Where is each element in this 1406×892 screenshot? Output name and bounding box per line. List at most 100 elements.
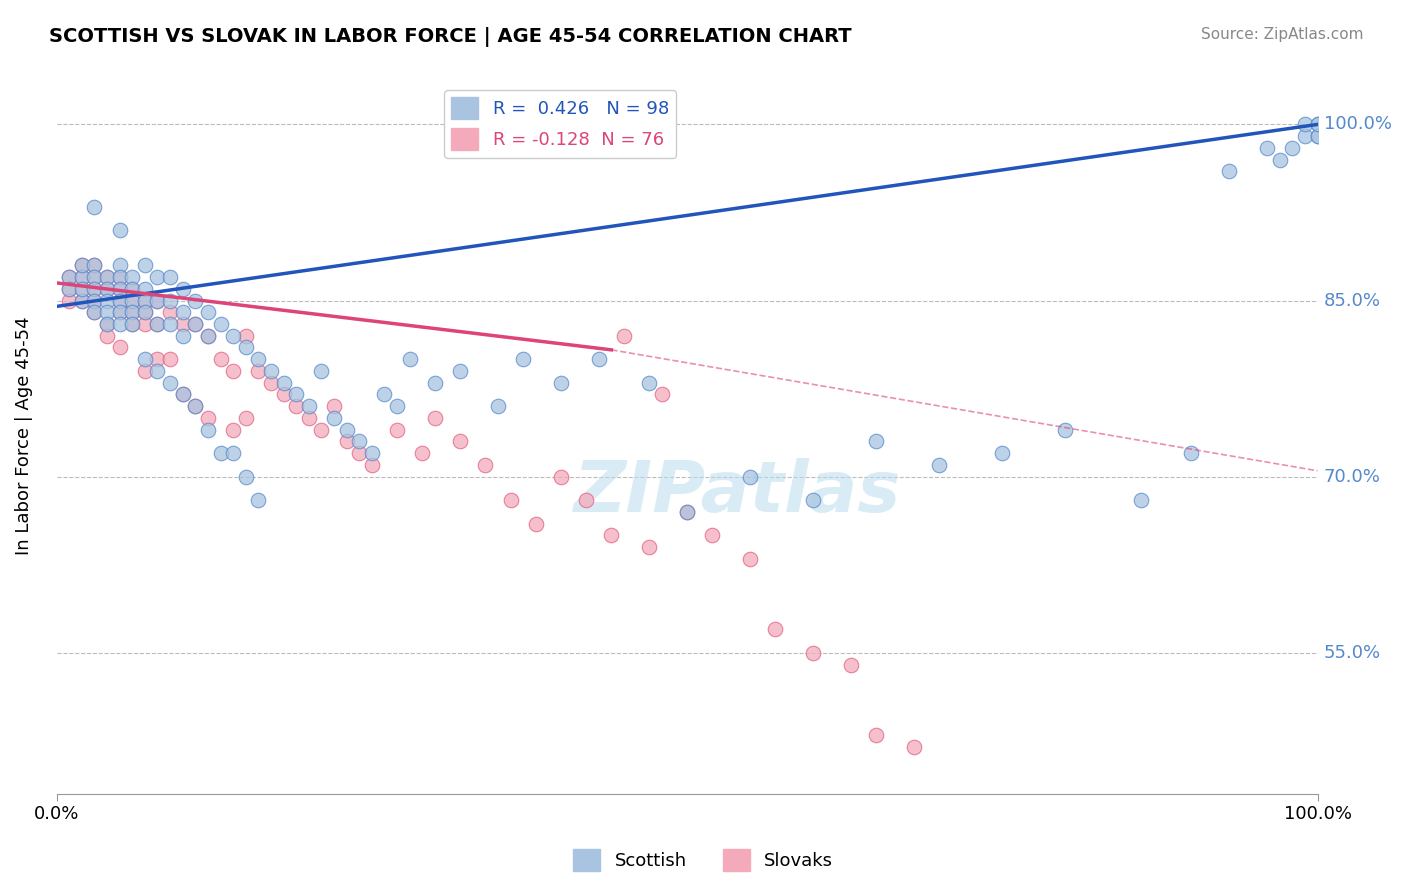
Point: [360, 458, 382, 472]
Point: [550, 469, 572, 483]
Point: [70, 293, 93, 308]
Point: [1054, 423, 1077, 437]
Point: [108, 258, 131, 272]
Point: [285, 399, 308, 413]
Point: [474, 458, 496, 472]
Point: [222, 446, 245, 460]
Point: [1306, 117, 1329, 131]
Point: [197, 328, 219, 343]
Point: [121, 293, 143, 308]
Point: [928, 458, 950, 472]
Point: [146, 293, 169, 308]
Point: [159, 317, 181, 331]
Point: [58, 270, 80, 285]
Point: [801, 646, 824, 660]
Point: [96, 270, 118, 285]
Point: [273, 387, 295, 401]
Point: [172, 317, 194, 331]
Point: [235, 469, 257, 483]
Point: [524, 516, 547, 531]
Point: [70, 270, 93, 285]
Point: [1294, 117, 1316, 131]
Point: [146, 352, 169, 367]
Point: [70, 293, 93, 308]
Point: [96, 293, 118, 308]
Y-axis label: In Labor Force | Age 45-54: In Labor Force | Age 45-54: [15, 317, 32, 555]
Point: [134, 305, 156, 319]
Text: 55.0%: 55.0%: [1324, 644, 1381, 662]
Point: [423, 411, 446, 425]
Point: [83, 305, 105, 319]
Point: [1294, 129, 1316, 144]
Point: [600, 528, 623, 542]
Point: [575, 493, 598, 508]
Point: [197, 305, 219, 319]
Point: [235, 411, 257, 425]
Point: [96, 328, 118, 343]
Point: [411, 446, 433, 460]
Point: [83, 200, 105, 214]
Point: [83, 293, 105, 308]
Point: [197, 328, 219, 343]
Point: [247, 364, 270, 378]
Point: [336, 423, 359, 437]
Point: [499, 493, 522, 508]
Point: [298, 411, 321, 425]
Point: [134, 364, 156, 378]
Point: [311, 364, 333, 378]
Point: [121, 282, 143, 296]
Point: [96, 317, 118, 331]
Point: [273, 376, 295, 390]
Point: [108, 293, 131, 308]
Point: [108, 305, 131, 319]
Point: [1130, 493, 1153, 508]
Point: [146, 293, 169, 308]
Point: [184, 399, 207, 413]
Point: [638, 376, 661, 390]
Point: [58, 293, 80, 308]
Point: [108, 317, 131, 331]
Point: [676, 505, 699, 519]
Point: [512, 352, 534, 367]
Point: [121, 282, 143, 296]
Point: [197, 423, 219, 437]
Point: [159, 376, 181, 390]
Text: SCOTTISH VS SLOVAK IN LABOR FORCE | AGE 45-54 CORRELATION CHART: SCOTTISH VS SLOVAK IN LABOR FORCE | AGE …: [49, 27, 852, 46]
Point: [159, 352, 181, 367]
Point: [486, 399, 509, 413]
Point: [121, 293, 143, 308]
Text: 100.0%: 100.0%: [1324, 115, 1392, 134]
Point: [108, 282, 131, 296]
Point: [96, 282, 118, 296]
Point: [159, 305, 181, 319]
Point: [159, 270, 181, 285]
Point: [222, 328, 245, 343]
Point: [449, 434, 471, 449]
Point: [159, 293, 181, 308]
Point: [184, 317, 207, 331]
Point: [121, 317, 143, 331]
Point: [285, 387, 308, 401]
Text: ZIPatlas: ZIPatlas: [574, 458, 901, 527]
Point: [134, 293, 156, 308]
Point: [209, 446, 232, 460]
Point: [58, 282, 80, 296]
Point: [121, 305, 143, 319]
Point: [146, 270, 169, 285]
Point: [172, 305, 194, 319]
Point: [83, 293, 105, 308]
Point: [1306, 129, 1329, 144]
Point: [550, 376, 572, 390]
Point: [121, 317, 143, 331]
Point: [172, 328, 194, 343]
Point: [146, 317, 169, 331]
Point: [423, 376, 446, 390]
Point: [70, 282, 93, 296]
Point: [385, 423, 408, 437]
Point: [108, 293, 131, 308]
Legend: R =  0.426   N = 98, R = -0.128  N = 76: R = 0.426 N = 98, R = -0.128 N = 76: [444, 90, 676, 158]
Point: [702, 528, 724, 542]
Point: [184, 399, 207, 413]
Point: [222, 423, 245, 437]
Point: [298, 399, 321, 413]
